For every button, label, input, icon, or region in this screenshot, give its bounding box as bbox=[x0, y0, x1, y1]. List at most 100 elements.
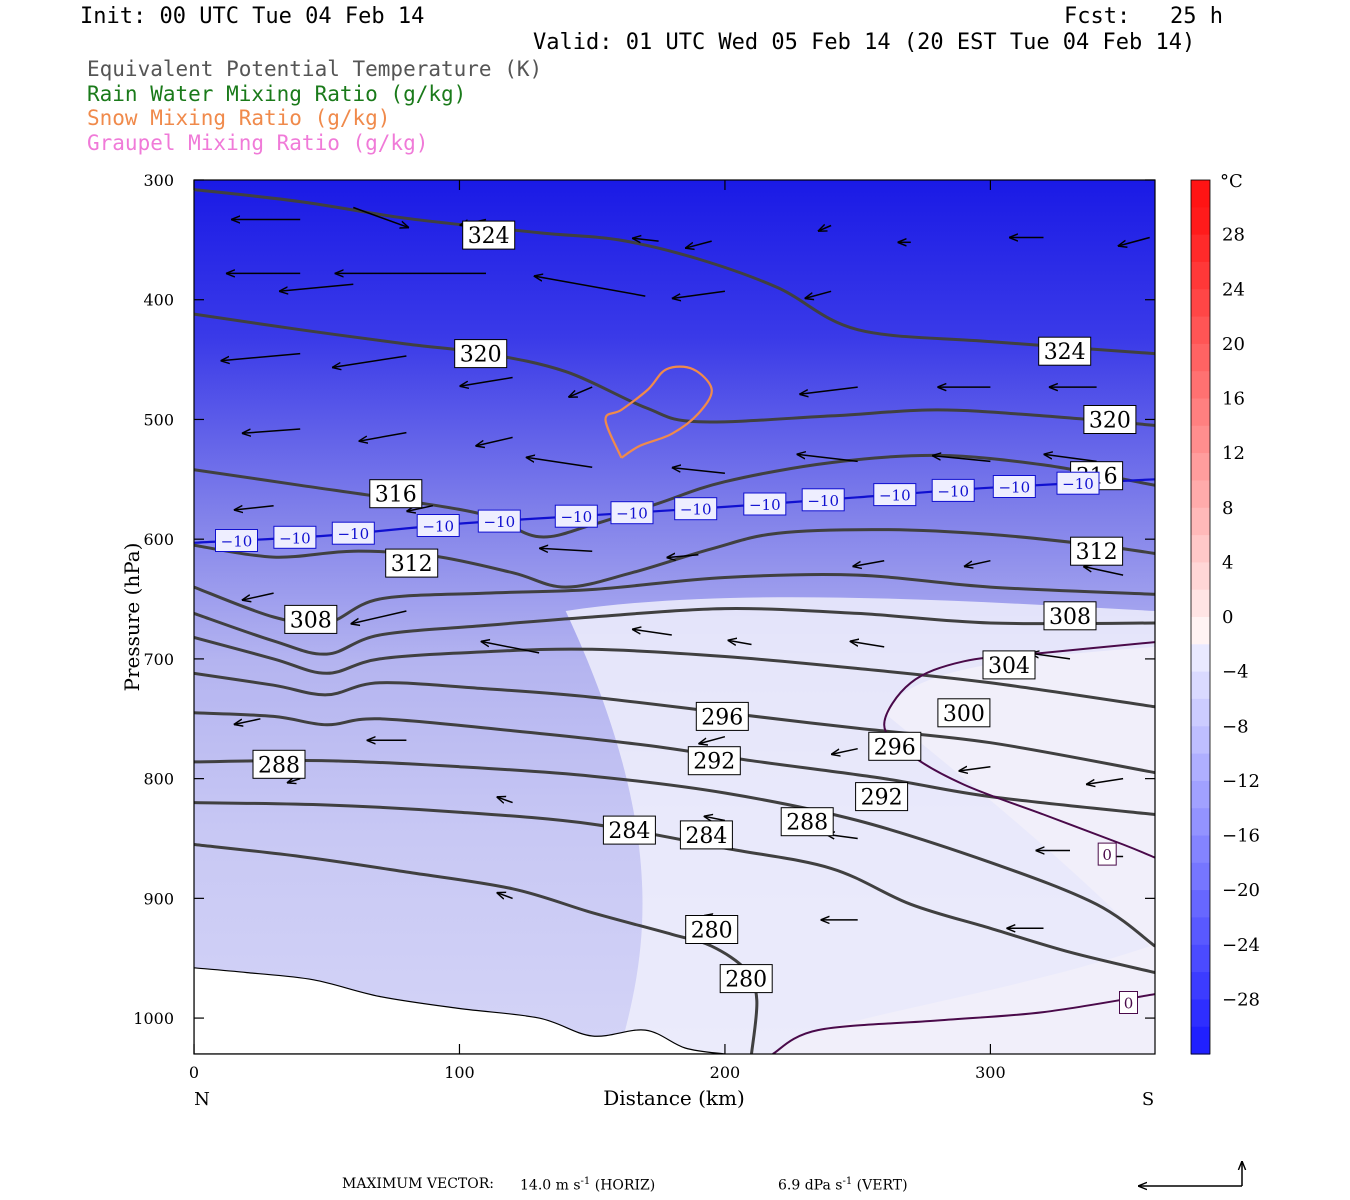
contour-label-284: 284 bbox=[685, 824, 727, 849]
isotherm-0-label-box bbox=[1119, 991, 1138, 1014]
isotherm-label-box bbox=[610, 501, 654, 525]
isotherm-label-box bbox=[554, 504, 598, 528]
contour-label-box bbox=[719, 964, 773, 994]
colorbar-band bbox=[1191, 589, 1210, 618]
contour-label-288: 288 bbox=[786, 811, 828, 836]
x-tick-label: 100 bbox=[444, 1063, 475, 1082]
wind-vector bbox=[1086, 777, 1124, 785]
contour-label-box bbox=[679, 820, 733, 850]
contour-label-320: 320 bbox=[1089, 409, 1131, 434]
wind-vector bbox=[1030, 653, 1071, 660]
colorbar-tick-label: −28 bbox=[1222, 989, 1260, 1010]
colorbar-band bbox=[1191, 371, 1210, 400]
colorbar-band bbox=[1191, 972, 1210, 1000]
contour-label-box bbox=[937, 698, 991, 728]
colorbar-band bbox=[1191, 890, 1210, 918]
contour-label-box bbox=[1070, 536, 1124, 566]
wind-vector bbox=[359, 431, 407, 442]
colorbar-tick-label: 20 bbox=[1222, 334, 1245, 355]
init-time: Init: 00 UTC Tue 04 Feb 14 bbox=[80, 4, 425, 29]
wind-vector bbox=[932, 456, 991, 463]
colorbar-band bbox=[1191, 234, 1210, 263]
wind-vector bbox=[964, 559, 991, 567]
isotherm-label-minus10: −10 bbox=[998, 479, 1030, 497]
theta-e-contour-320 bbox=[194, 312, 1155, 427]
wind-vector bbox=[704, 816, 726, 820]
isotherm-label-minus10: −10 bbox=[560, 508, 592, 526]
contour-label-312: 312 bbox=[1076, 540, 1118, 565]
colorbar-band bbox=[1191, 207, 1210, 236]
valid-time: Valid: 01 UTC Wed 05 Feb 14 (20 EST Tue … bbox=[533, 30, 1196, 55]
isotherm-label-box bbox=[215, 529, 258, 552]
wind-vector bbox=[632, 629, 672, 636]
colorbar-band bbox=[1191, 999, 1210, 1028]
isotherm-label-box bbox=[477, 509, 521, 533]
wind-vector bbox=[632, 238, 659, 241]
wind-vector bbox=[799, 386, 858, 394]
snow-contour bbox=[604, 365, 713, 459]
wind-vector bbox=[481, 641, 540, 654]
colorbar-band bbox=[1191, 944, 1210, 973]
y-tick-label: 800 bbox=[143, 770, 174, 789]
contour-label-296: 296 bbox=[701, 705, 743, 730]
contour-label-box bbox=[385, 548, 439, 578]
wind-vector bbox=[539, 548, 593, 551]
x-end-label-north: N bbox=[194, 1089, 210, 1110]
colorbar-band bbox=[1191, 1026, 1210, 1055]
isotherm-label-minus10: −10 bbox=[807, 492, 839, 510]
y-tick-label: 500 bbox=[143, 410, 174, 429]
y-axis-label: Pressure (hPa) bbox=[120, 543, 144, 692]
wind-vector bbox=[850, 641, 885, 648]
theta-e-contour-304 bbox=[194, 607, 1155, 656]
isotherm-label-box bbox=[992, 475, 1036, 498]
wind-vector bbox=[959, 767, 991, 771]
contour-label-box bbox=[252, 749, 306, 779]
wind-vector bbox=[406, 504, 434, 512]
isotherm-label-minus10: −10 bbox=[483, 513, 515, 531]
contour-label-288: 288 bbox=[258, 753, 300, 778]
colorbar-tick-label: −20 bbox=[1222, 880, 1260, 901]
colorbar-band bbox=[1191, 535, 1210, 563]
contour-label-300: 300 bbox=[943, 702, 985, 727]
colorbar-band bbox=[1191, 562, 1210, 591]
isotherm-label-box bbox=[416, 514, 460, 537]
wind-vector bbox=[242, 592, 274, 600]
wind-vector bbox=[279, 283, 354, 291]
wind-vector bbox=[797, 454, 858, 463]
wind-vector bbox=[234, 718, 261, 725]
colorbar-band bbox=[1191, 425, 1210, 454]
y-tick-label: 600 bbox=[143, 530, 174, 549]
theta-e-contour-296 bbox=[194, 671, 1155, 775]
colorbar-tick-label: 28 bbox=[1222, 225, 1245, 246]
wind-vector bbox=[1044, 454, 1097, 463]
theta-e-contour-288 bbox=[194, 758, 1155, 948]
contour-label-324: 324 bbox=[1044, 340, 1086, 365]
colorbar-tick-label: −12 bbox=[1222, 771, 1260, 792]
isotherm-label-box bbox=[743, 492, 787, 516]
contour-label-box bbox=[1083, 405, 1137, 434]
legend-graupel: Graupel Mixing Ratio (g/kg) bbox=[87, 131, 429, 155]
legend-rain-water: Rain Water Mixing Ratio (g/kg) bbox=[87, 82, 467, 106]
contour-label-box bbox=[1043, 601, 1097, 631]
isotherm-label-minus10: −10 bbox=[279, 529, 311, 547]
isotherm-label-minus10: −10 bbox=[422, 518, 454, 536]
isotherm-label-minus10: −10 bbox=[879, 487, 911, 505]
contour-label-296: 296 bbox=[874, 735, 916, 760]
colorbar-band bbox=[1191, 698, 1210, 727]
wind-vector bbox=[234, 506, 274, 510]
y-tick-label: 900 bbox=[143, 889, 174, 908]
colorbar-band bbox=[1191, 780, 1210, 809]
isotherm-label-minus10: −10 bbox=[221, 533, 253, 551]
isotherm-0-label-box bbox=[1097, 842, 1117, 866]
wind-vector bbox=[242, 428, 301, 433]
isotherm-label-minus10: −10 bbox=[616, 505, 648, 523]
colorbar-band bbox=[1191, 398, 1210, 427]
colorbar-tick-label: 8 bbox=[1222, 498, 1233, 519]
isotherm-0-label: 0 bbox=[1124, 995, 1134, 1013]
colorbar-band bbox=[1191, 917, 1210, 946]
wind-vector bbox=[685, 240, 712, 248]
colorbar-band bbox=[1191, 180, 1210, 208]
x-axis-label: Distance (km) bbox=[603, 1086, 745, 1110]
colorbar-tick-label: 4 bbox=[1222, 552, 1233, 573]
